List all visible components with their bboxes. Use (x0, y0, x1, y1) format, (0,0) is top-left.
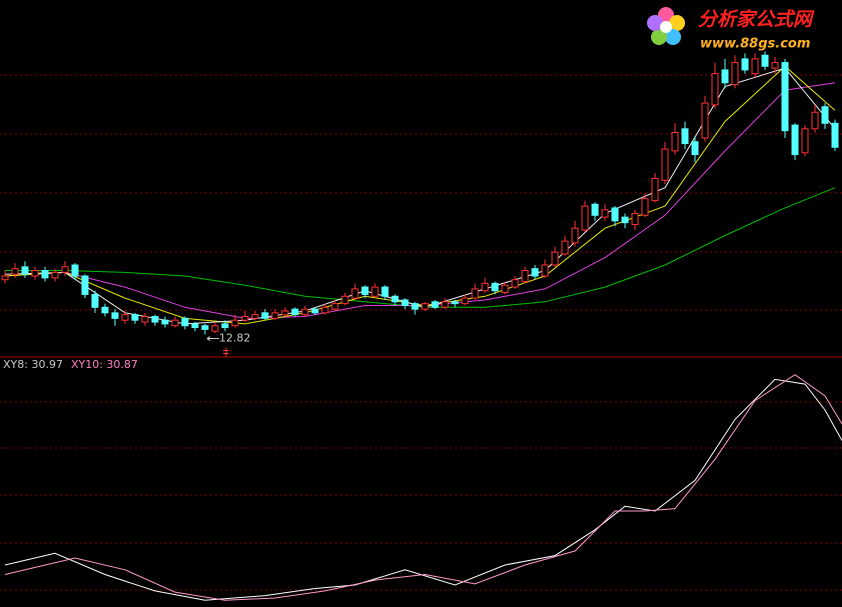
grid (0, 74, 842, 591)
candle-body (761, 54, 769, 67)
logo-flower (647, 7, 685, 45)
candle-body (151, 316, 159, 323)
candle-body (671, 131, 679, 152)
low-arrow (206, 336, 219, 341)
candle-body (441, 301, 449, 308)
candle-body (301, 308, 309, 316)
candle-body (91, 293, 99, 308)
candle-body (451, 301, 459, 305)
candle-body (811, 111, 819, 130)
candle-body (211, 325, 219, 332)
low-label: 12.82 (219, 332, 251, 345)
candle-body (541, 264, 549, 277)
candle-body (551, 251, 559, 266)
candle-body (781, 62, 789, 132)
candle-body (261, 312, 269, 319)
candle-body (581, 205, 589, 231)
candle-body (821, 106, 829, 124)
candle-body (311, 308, 319, 314)
candle-body (681, 128, 689, 145)
candle-body (741, 58, 749, 71)
candle-body (661, 148, 669, 181)
candle-body (731, 62, 739, 86)
candle-body (431, 301, 439, 308)
candle-body (491, 282, 499, 292)
candle-body (331, 303, 339, 310)
candle-body (121, 314, 129, 321)
indicator-line (4, 378, 842, 601)
signal-marker (223, 347, 229, 357)
indicator-line (4, 374, 842, 601)
candle-body (11, 268, 19, 275)
candle-body (351, 288, 359, 299)
candle-body (631, 212, 639, 226)
candle-body (371, 286, 379, 297)
candle-body (291, 308, 299, 316)
candle-body (531, 268, 539, 277)
candle-body (621, 216, 629, 224)
candle-body (231, 319, 239, 327)
candle-body (221, 323, 229, 329)
candle-body (381, 286, 389, 297)
candle-body (251, 314, 259, 319)
candle-body (511, 279, 519, 288)
candle-body (191, 323, 199, 329)
candle-body (281, 310, 289, 316)
candle-body (751, 58, 759, 75)
candle-body (481, 282, 489, 292)
candle-body (131, 314, 139, 321)
candle-body (201, 325, 209, 330)
candle-body (61, 266, 69, 273)
candle-body (31, 270, 39, 277)
candle-body (771, 62, 779, 69)
candle-body (411, 303, 419, 310)
candle-body (611, 207, 619, 222)
candle-body (241, 316, 249, 321)
candle-body (651, 178, 659, 202)
indicator-readout: XY8: 30.97 (3, 358, 63, 371)
candle-body (711, 73, 719, 106)
candle-body (471, 288, 479, 299)
candle-body (501, 284, 509, 294)
indicator-readout: XY10: 30.87 (71, 358, 138, 371)
candle-body (691, 141, 699, 156)
candle-body (21, 266, 29, 275)
candle-body (831, 122, 839, 148)
candle-body (601, 209, 609, 218)
candle-body (801, 128, 809, 154)
candle-body (391, 295, 399, 303)
candle-body (161, 319, 169, 325)
candle-body (641, 198, 649, 216)
candle-body (521, 270, 529, 283)
candle-body (81, 275, 89, 295)
candle-body (51, 271, 59, 279)
candle-body (341, 295, 349, 305)
candle-body (421, 303, 429, 310)
candle-body (571, 227, 579, 244)
candle-body (1, 275, 9, 281)
candle-body (701, 102, 709, 139)
candle-body (791, 124, 799, 156)
candle-body (721, 69, 729, 84)
candle-body (101, 306, 109, 314)
candle-body (561, 240, 569, 255)
logo: 分析家公式网 www.88gs.com (647, 7, 815, 52)
candle-body (141, 316, 149, 323)
candle-body (111, 312, 119, 319)
candle-body (41, 270, 49, 279)
logo-name: 分析家公式网 (698, 9, 815, 31)
candle-body (461, 297, 469, 305)
logo-url: www.88gs.com (700, 37, 810, 52)
candle-body (181, 317, 189, 327)
candle-body (71, 264, 79, 277)
candle-body (171, 319, 179, 327)
candle-body (361, 286, 369, 295)
indicator-panel: XY8: 30.97 XY10: 30.87 (3, 358, 842, 601)
candle-body (321, 306, 329, 314)
price-panel: 12.82 (1, 51, 839, 357)
candle-body (401, 299, 409, 306)
candle-body (591, 203, 599, 216)
candle-body (271, 312, 279, 319)
